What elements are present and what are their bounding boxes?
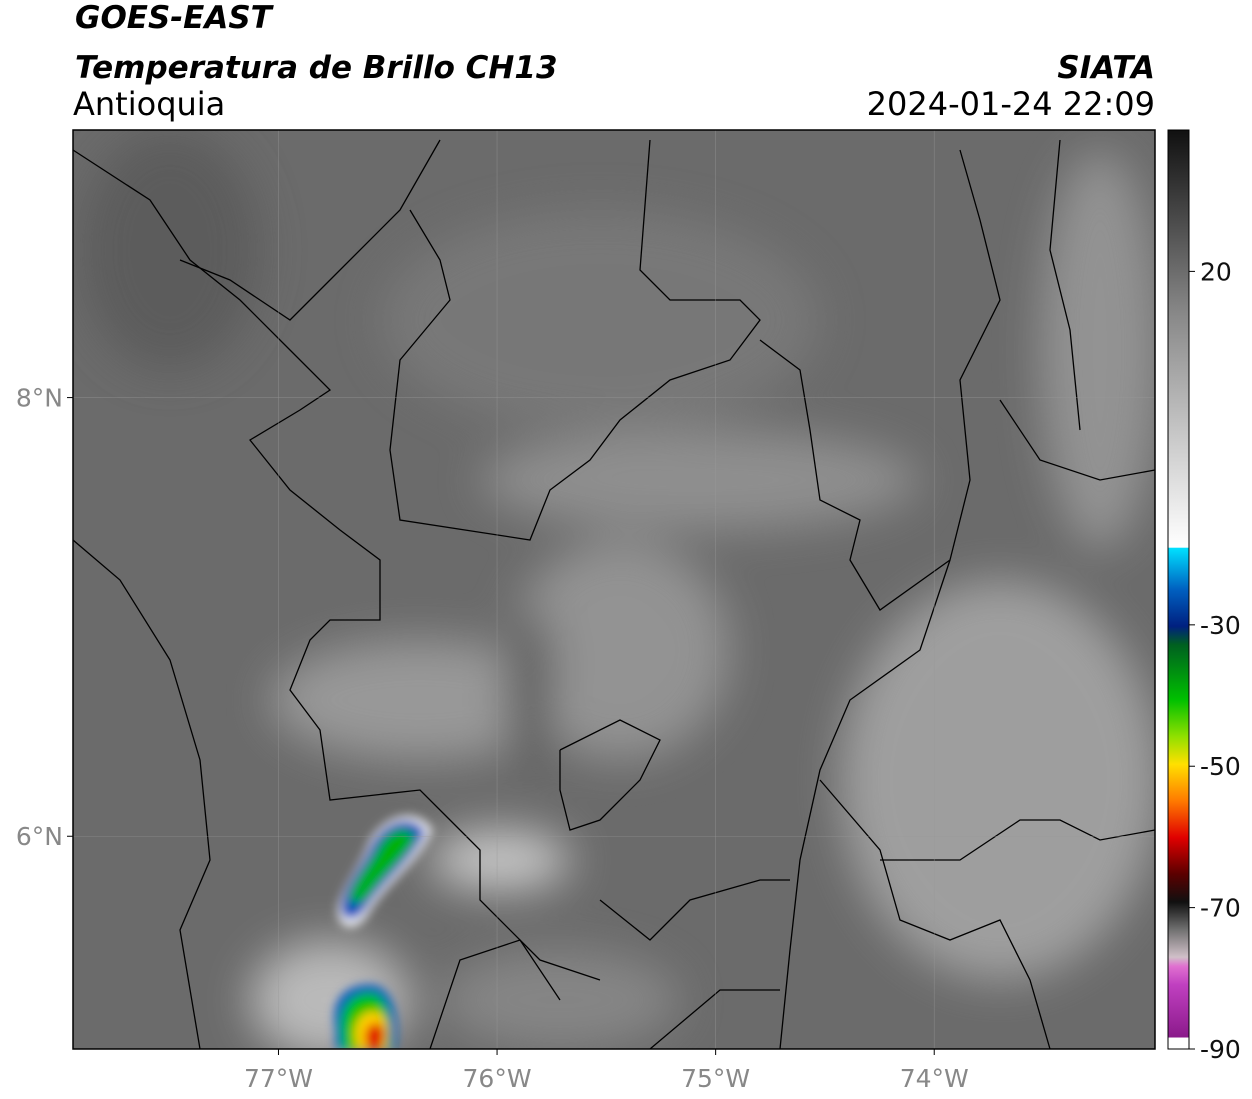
colorbar-tick-label: -70 <box>1200 894 1241 923</box>
title: GOES-EAST <box>75 0 275 36</box>
x-tick-label: 74°W <box>900 1064 969 1093</box>
y-tick-label: 8°N <box>16 384 63 413</box>
y-tick-label: 6°N <box>16 822 63 851</box>
colorbar-tick-label: -30 <box>1200 611 1241 640</box>
map-image <box>73 130 1155 1049</box>
x-tick-label: 76°W <box>463 1064 532 1093</box>
colorbar-tick-label: -90 <box>1200 1035 1241 1064</box>
colorbar-tick-label: 20 <box>1200 257 1232 286</box>
subtitle: Temperatura de Brillo CH13 <box>75 50 558 86</box>
x-tick-label: 75°W <box>681 1064 750 1093</box>
map-frame <box>72 129 1156 1050</box>
colorbar-tick-label: -50 <box>1200 752 1241 781</box>
region: Antioquia <box>73 85 225 123</box>
source: SIATA <box>1057 50 1155 86</box>
x-tick-label: 77°W <box>244 1064 313 1093</box>
colorbar <box>1167 129 1190 1050</box>
timestamp: 2024-01-24 22:09 <box>867 85 1155 123</box>
